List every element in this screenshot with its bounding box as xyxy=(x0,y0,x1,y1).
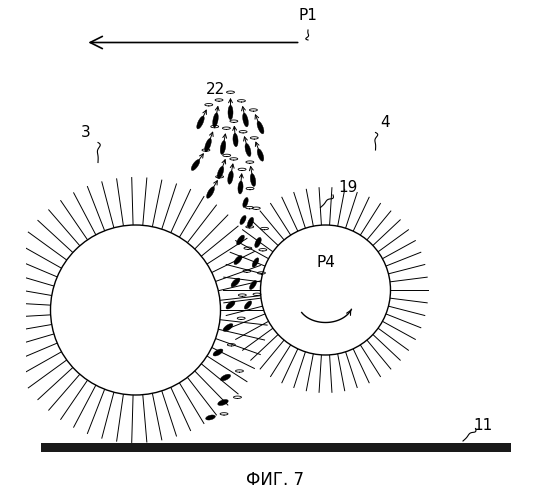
Ellipse shape xyxy=(217,166,224,178)
Bar xyxy=(41,442,510,452)
Ellipse shape xyxy=(213,349,223,356)
Ellipse shape xyxy=(228,171,233,184)
Ellipse shape xyxy=(207,186,214,198)
Text: P1: P1 xyxy=(299,8,317,22)
Ellipse shape xyxy=(247,218,253,228)
Ellipse shape xyxy=(234,256,242,264)
Ellipse shape xyxy=(204,138,212,151)
Ellipse shape xyxy=(240,216,246,224)
Ellipse shape xyxy=(244,301,252,309)
Text: ФИГ. 7: ФИГ. 7 xyxy=(246,471,305,489)
Ellipse shape xyxy=(233,134,238,146)
Circle shape xyxy=(51,225,220,395)
Ellipse shape xyxy=(228,106,233,120)
Ellipse shape xyxy=(257,149,264,161)
Ellipse shape xyxy=(213,113,218,127)
Ellipse shape xyxy=(218,400,228,406)
Ellipse shape xyxy=(197,116,204,129)
Text: 19: 19 xyxy=(338,180,358,195)
Ellipse shape xyxy=(206,415,215,420)
Text: 3: 3 xyxy=(80,125,90,140)
Ellipse shape xyxy=(250,174,256,186)
Ellipse shape xyxy=(252,258,259,267)
Ellipse shape xyxy=(250,280,257,289)
Ellipse shape xyxy=(238,181,243,194)
Ellipse shape xyxy=(243,198,248,207)
Text: 11: 11 xyxy=(473,418,493,434)
Ellipse shape xyxy=(242,113,249,127)
Ellipse shape xyxy=(220,140,226,154)
Text: 4: 4 xyxy=(381,115,390,130)
Ellipse shape xyxy=(255,238,261,248)
Text: P4: P4 xyxy=(316,255,335,270)
Circle shape xyxy=(261,225,391,355)
Ellipse shape xyxy=(257,121,264,134)
Ellipse shape xyxy=(231,278,240,287)
Ellipse shape xyxy=(220,374,231,380)
Ellipse shape xyxy=(223,324,233,332)
Ellipse shape xyxy=(191,160,200,170)
Text: 22: 22 xyxy=(206,82,225,98)
Ellipse shape xyxy=(226,301,235,309)
Ellipse shape xyxy=(245,144,251,156)
Ellipse shape xyxy=(236,235,245,245)
